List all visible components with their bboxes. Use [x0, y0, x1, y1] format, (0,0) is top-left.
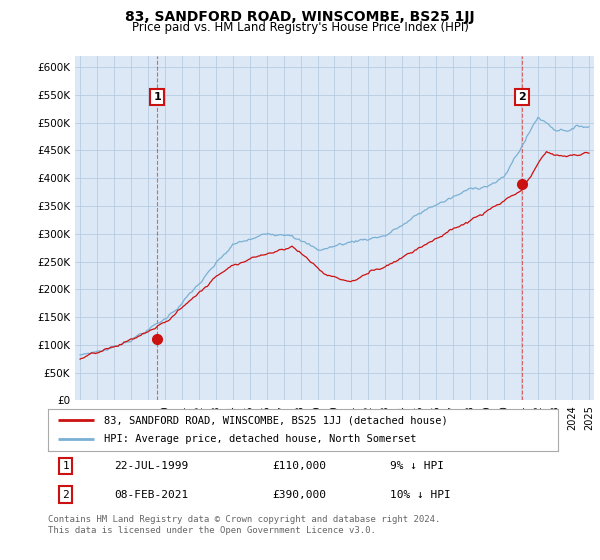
Text: £390,000: £390,000 — [272, 489, 326, 500]
Text: 08-FEB-2021: 08-FEB-2021 — [114, 489, 188, 500]
Text: 1: 1 — [62, 461, 69, 471]
Text: 1: 1 — [154, 92, 161, 102]
Text: Contains HM Land Registry data © Crown copyright and database right 2024.
This d: Contains HM Land Registry data © Crown c… — [48, 515, 440, 535]
Text: 10% ↓ HPI: 10% ↓ HPI — [390, 489, 451, 500]
Text: 2: 2 — [518, 92, 526, 102]
Text: 2: 2 — [62, 489, 69, 500]
Text: 83, SANDFORD ROAD, WINSCOMBE, BS25 1JJ: 83, SANDFORD ROAD, WINSCOMBE, BS25 1JJ — [125, 10, 475, 24]
Text: £110,000: £110,000 — [272, 461, 326, 471]
Text: HPI: Average price, detached house, North Somerset: HPI: Average price, detached house, Nort… — [104, 435, 416, 445]
Text: 22-JUL-1999: 22-JUL-1999 — [114, 461, 188, 471]
Text: 9% ↓ HPI: 9% ↓ HPI — [390, 461, 444, 471]
Text: 83, SANDFORD ROAD, WINSCOMBE, BS25 1JJ (detached house): 83, SANDFORD ROAD, WINSCOMBE, BS25 1JJ (… — [104, 415, 448, 425]
Text: Price paid vs. HM Land Registry's House Price Index (HPI): Price paid vs. HM Land Registry's House … — [131, 21, 469, 34]
